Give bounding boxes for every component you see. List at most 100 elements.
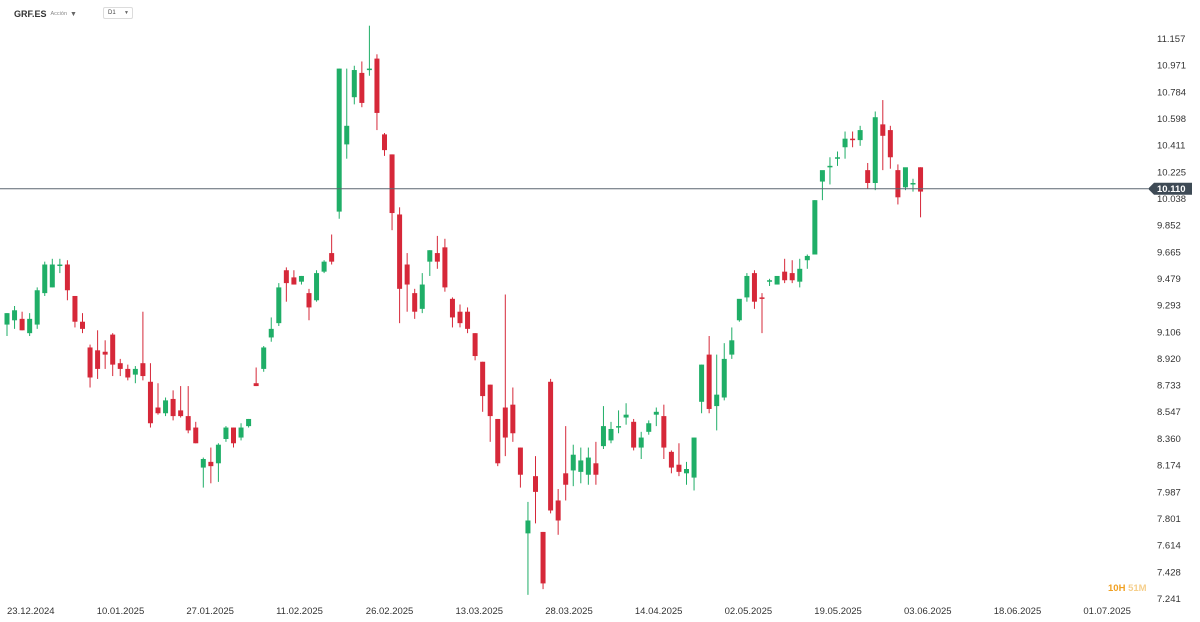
candle <box>412 288 418 319</box>
date-axis: 23.12.2024 10.01.2025 27.01.2025 11.02.2025… <box>7 606 1131 617</box>
candle <box>64 260 70 301</box>
candles-layer <box>4 25 924 595</box>
date-tick-label: 13.03.2025 <box>456 606 504 617</box>
candle-body <box>412 293 418 312</box>
date-tick-label: 14.04.2025 <box>635 606 683 617</box>
candle <box>19 311 25 331</box>
candle <box>600 406 606 449</box>
candle <box>34 287 40 329</box>
candle-body <box>699 364 705 402</box>
price-tick-label: 8.547 <box>1157 407 1181 418</box>
candle <box>253 367 259 387</box>
candle <box>570 444 576 487</box>
candle-body <box>261 347 267 369</box>
candle-body <box>434 253 440 262</box>
candle <box>880 100 886 171</box>
candle <box>12 305 18 329</box>
price-tick-label: 9.293 <box>1157 301 1181 312</box>
symbol-name[interactable]: GRF.ES Acción <box>14 7 67 21</box>
candle <box>374 54 380 131</box>
candle <box>872 111 878 191</box>
candle-body <box>155 407 161 414</box>
timeframe-select[interactable]: D1 ▼ <box>103 7 133 19</box>
candle-body <box>178 410 184 417</box>
chevron-down-icon[interactable]: ▼ <box>70 10 77 18</box>
symbol-label: GRF.ES <box>14 9 47 19</box>
candle <box>306 288 312 321</box>
candle-body <box>442 247 448 288</box>
candle <box>110 333 116 377</box>
candle-body <box>238 427 244 438</box>
candle <box>472 333 478 361</box>
candle <box>835 151 840 166</box>
candle <box>419 273 425 314</box>
candle-body <box>653 411 659 415</box>
candle-body <box>819 170 825 182</box>
candle <box>132 366 138 384</box>
candle-body <box>789 273 795 281</box>
candle <box>819 170 825 201</box>
candle <box>397 207 403 324</box>
date-tick-label: 23.12.2024 <box>7 606 55 617</box>
candle <box>178 386 184 418</box>
candle-body <box>321 261 327 272</box>
candle <box>366 25 372 76</box>
candle-body <box>4 313 10 325</box>
candle-body <box>495 418 501 464</box>
candle-body <box>540 531 546 584</box>
candle <box>449 297 455 328</box>
candle <box>200 457 206 488</box>
candle <box>699 364 705 414</box>
candle <box>140 311 146 381</box>
candle <box>661 404 667 459</box>
candle-body <box>215 444 221 464</box>
candle <box>344 68 350 159</box>
candle <box>638 431 644 459</box>
current-price-marker: 10.110 <box>0 182 1192 195</box>
candle-body <box>200 459 206 468</box>
current-price-label: 10.110 <box>1157 184 1186 195</box>
candle <box>729 327 735 359</box>
candle <box>797 258 803 288</box>
date-tick-label: 19.05.2025 <box>814 606 862 617</box>
candle-body <box>125 368 131 378</box>
candle <box>4 313 10 337</box>
candle <box>155 383 161 415</box>
candle <box>857 125 863 146</box>
candle <box>480 361 486 412</box>
candle-body <box>404 264 410 285</box>
candle <box>918 167 924 218</box>
candle-body <box>193 427 199 444</box>
candle <box>117 358 123 377</box>
candle <box>767 278 773 286</box>
price-tick-label: 8.733 <box>1157 381 1181 392</box>
candle <box>887 125 893 169</box>
candle <box>283 267 289 302</box>
candle-body <box>782 271 788 281</box>
candle <box>646 420 652 435</box>
candle <box>314 270 320 302</box>
candle <box>49 258 55 288</box>
candle <box>555 489 561 535</box>
candle-body <box>276 287 282 324</box>
price-tick-label: 10.225 <box>1157 167 1186 178</box>
current-price-tag <box>1148 182 1192 195</box>
candle <box>215 443 221 482</box>
candle <box>57 258 63 274</box>
price-tick-label: 10.784 <box>1157 87 1186 98</box>
candle <box>759 293 765 334</box>
price-tick-label: 8.360 <box>1157 434 1181 445</box>
candle-body <box>842 138 848 148</box>
candle <box>902 167 908 191</box>
candle-body <box>314 273 320 301</box>
candle-body <box>759 297 765 299</box>
candle-body <box>366 68 372 71</box>
candle-body <box>449 298 455 318</box>
candle-body <box>359 72 365 103</box>
price-tick-label: 10.598 <box>1157 114 1186 125</box>
candle-body <box>208 461 214 467</box>
price-tick-label: 7.801 <box>1157 514 1181 525</box>
date-tick-label: 27.01.2025 <box>186 606 234 617</box>
date-tick-label: 11.02.2025 <box>276 606 323 617</box>
